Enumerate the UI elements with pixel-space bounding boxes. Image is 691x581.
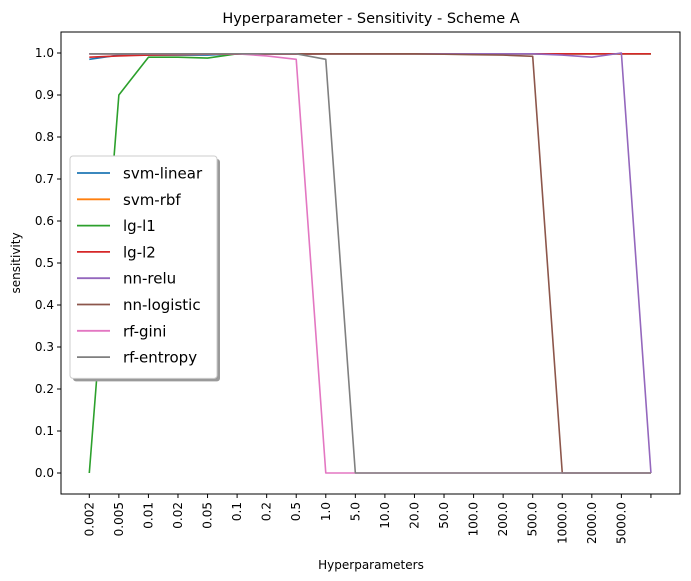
legend-label: svm-rbf [123, 191, 181, 209]
x-tick-label: 0.005 [112, 502, 126, 536]
legend-label: nn-logistic [123, 296, 201, 314]
x-tick-label: 50.0 [437, 502, 451, 529]
x-tick-label: 1000.0 [555, 502, 569, 544]
legend-box [69, 155, 218, 379]
x-tick-label: 5000.0 [614, 502, 628, 544]
legend: svm-linear svm-rbf lg-l1 lg-l2 nn-relu nn-log… [69, 155, 220, 382]
y-tick-label: 0.9 [35, 88, 54, 102]
chart-title: Hyperparameter - Sensitivity - Scheme A [222, 11, 519, 27]
y-axis: 0.0 0.1 0.2 0.3 0.4 0.5 0.6 0.7 0.8 0.9 1.0 [35, 46, 61, 480]
series-line-rf-entropy [89, 53, 651, 474]
x-tick-label: 0.2 [260, 502, 274, 521]
x-tick-label: 0.02 [171, 502, 185, 529]
x-tick-label: 20.0 [407, 502, 421, 529]
legend-label: nn-relu [123, 270, 176, 288]
x-tick-label: 500.0 [526, 502, 540, 536]
legend-label: lg-l1 [123, 217, 156, 235]
x-tick-label: 0.1 [230, 502, 244, 521]
x-tick-label: 200.0 [496, 502, 510, 536]
legend-label: rf-gini [123, 322, 166, 340]
y-axis-label: sensitivity [9, 232, 23, 293]
x-tick-label: 5.0 [348, 502, 362, 521]
x-tick-label: 10.0 [378, 502, 392, 529]
legend-label: svm-linear [123, 165, 203, 183]
y-tick-label: 0.3 [35, 340, 54, 354]
legend-label: lg-l2 [123, 243, 156, 261]
x-tick-label: 2000.0 [585, 502, 599, 544]
y-tick-label: 0.8 [35, 130, 54, 144]
x-tick-label: 0.05 [201, 502, 215, 529]
x-axis: 0.002 0.005 0.01 0.02 0.05 0.1 0.2 0.5 1.0 5.0 10.… [82, 494, 652, 544]
x-tick-label: 0.002 [82, 502, 96, 536]
y-tick-label: 0.4 [35, 298, 54, 312]
x-tick-label: 1.0 [319, 502, 333, 521]
y-tick-label: 0.7 [35, 172, 54, 186]
x-tick-label: 100.0 [467, 502, 481, 536]
y-tick-label: 0.6 [35, 214, 54, 228]
x-tick-label: 0.01 [141, 502, 155, 529]
y-tick-label: 1.0 [35, 46, 54, 60]
y-tick-label: 0.2 [35, 382, 54, 396]
legend-label: rf-entropy [123, 349, 197, 367]
x-tick-label: 0.5 [289, 502, 303, 521]
y-tick-label: 0.5 [35, 256, 54, 270]
y-tick-label: 0.1 [35, 424, 54, 438]
y-tick-label: 0.0 [35, 466, 54, 480]
x-axis-label: Hyperparameters [318, 558, 424, 572]
series-layer [88, 52, 652, 474]
